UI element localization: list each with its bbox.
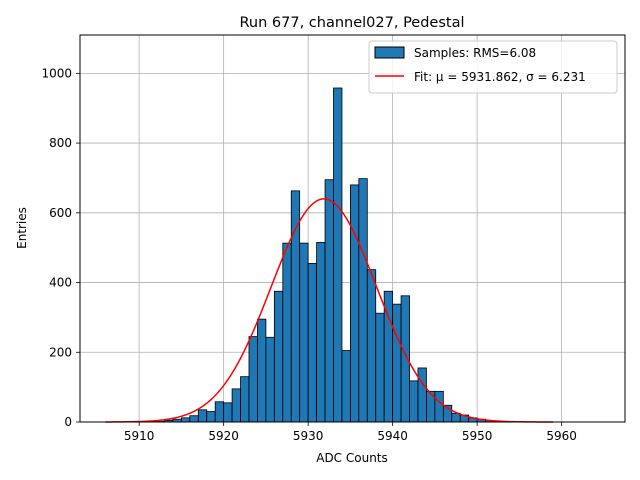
- histogram-bar: [265, 336, 275, 423]
- y-axis-title: Entries: [15, 207, 29, 249]
- histogram-bar: [358, 178, 368, 423]
- histogram-bar: [316, 242, 326, 423]
- x-tick-label: 5930: [293, 429, 324, 443]
- histogram-bar: [180, 417, 191, 423]
- histogram-bar: [214, 401, 225, 423]
- legend-box: [368, 40, 618, 94]
- histogram-bar: [324, 179, 334, 423]
- y-tick-label: 200: [49, 345, 72, 359]
- legend-hist-label: Samples: RMS=6.08: [414, 46, 536, 60]
- y-tick-label: 800: [49, 136, 72, 150]
- histogram-bar: [434, 390, 444, 423]
- x-tick-label: 5920: [208, 429, 239, 443]
- y-tick-label: 0: [64, 415, 72, 429]
- x-tick-label: 5960: [546, 429, 577, 443]
- x-axis-title: ADC Counts: [316, 451, 388, 465]
- histogram-bar: [409, 380, 419, 423]
- legend: Samples: RMS=6.08 Fit: μ = 5931.862, σ =…: [368, 40, 618, 94]
- histogram-bar: [375, 312, 385, 423]
- histogram-bar: [282, 242, 292, 423]
- y-tick-label: 600: [49, 206, 72, 220]
- histogram-bar: [257, 318, 267, 423]
- histogram-bar: [273, 290, 284, 423]
- histogram-bar: [206, 411, 216, 423]
- chart-title: Run 677, channel027, Pedestal: [239, 15, 464, 31]
- histogram-bar: [307, 262, 317, 423]
- histogram-bar: [366, 269, 377, 423]
- histogram-bar: [417, 367, 427, 423]
- x-tick-label: 5940: [377, 429, 408, 443]
- x-axis-ticks: 5910 5920 5930 5940 5950 5960: [124, 422, 577, 443]
- y-axis-ticks: 0 200 400 600 800 1000: [41, 66, 80, 429]
- histogram-bar: [231, 388, 241, 423]
- histogram-bar: [451, 412, 461, 423]
- legend-hist-swatch: [374, 46, 405, 59]
- fit-curve: [105, 198, 554, 423]
- histogram-bar: [240, 376, 250, 423]
- legend-fit-label: Fit: μ = 5931.862, σ = 6.231: [414, 70, 586, 84]
- plot-frame: [79, 34, 626, 423]
- histogram-bar: [197, 409, 208, 423]
- histogram-bar: [248, 336, 258, 423]
- histogram-bar: [189, 415, 199, 423]
- x-tick-label: 5910: [124, 429, 155, 443]
- histogram-bar: [341, 350, 351, 423]
- y-tick-label: 400: [49, 276, 72, 290]
- y-tick-label: 1000: [41, 66, 72, 80]
- histogram-bar: [349, 184, 360, 423]
- histogram-bar: [223, 402, 233, 423]
- histogram-bar: [290, 190, 301, 423]
- histogram-bars: [155, 87, 520, 423]
- histogram-bar: [333, 87, 343, 423]
- x-tick-label: 5950: [462, 429, 493, 443]
- histogram-bar: [299, 242, 309, 423]
- histogram-bar: [392, 303, 402, 423]
